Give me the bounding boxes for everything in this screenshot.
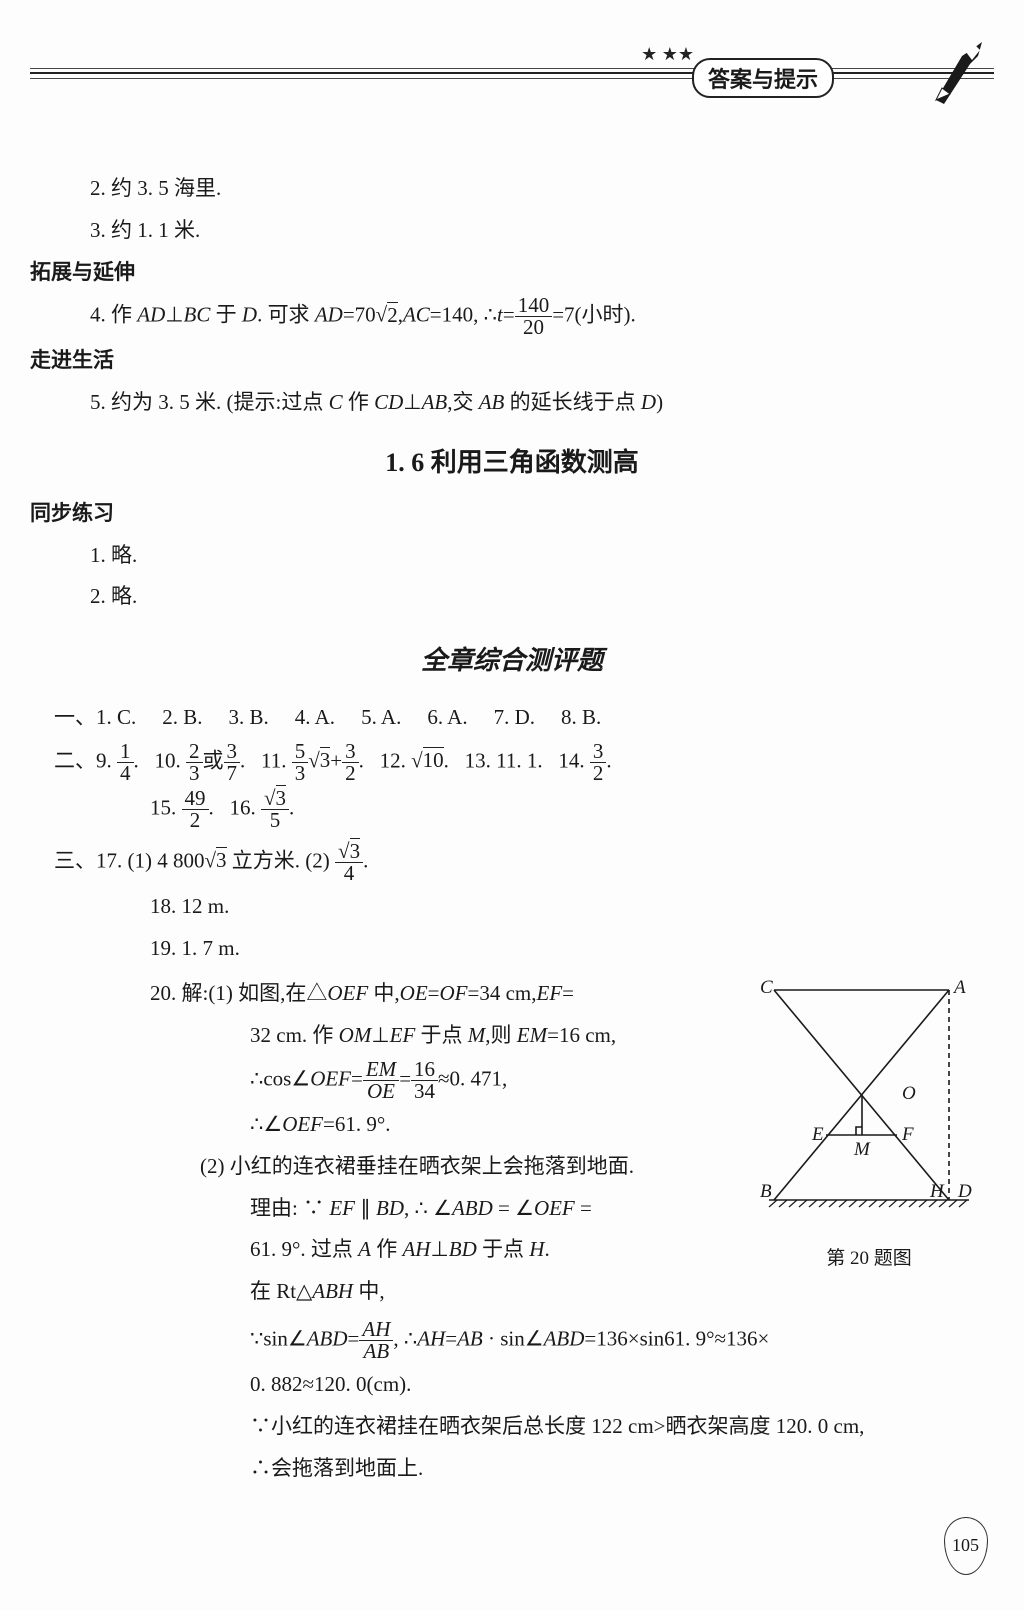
sync-1: 1. 略. (30, 537, 994, 575)
q20-l6: 理由: ∵ EF ∥ BD, ∴ ∠ABD = ∠OEF = (30, 1190, 730, 1228)
pen-icon (928, 38, 988, 113)
q20-diagram: A C O E F M B H D (754, 975, 984, 1225)
mc-4: 4. A. (295, 699, 335, 737)
svg-text:D: D (957, 1181, 972, 1202)
q20-l10: 0. 882≈120. 0(cm). (30, 1366, 994, 1404)
q20-l7: 61. 9°. 过点 A 作 AH⊥BD 于点 H. (30, 1231, 730, 1269)
mc-1: 一、1. C. (54, 699, 136, 737)
q20-l12: ∴会拖落到地面上. (30, 1450, 994, 1488)
section-life: 走进生活 (30, 342, 994, 380)
q20-l9: ∵sin∠ABD=AHAB, ∴AH=AB · sin∠ABD=136×sin6… (30, 1319, 994, 1362)
answer-4: 4. 作 AD⊥BC 于 D. 可求 AD=70√2,AC=140, ∴t=14… (30, 295, 994, 338)
header-label: 答案与提示 (692, 58, 834, 98)
q20-l4: ∴∠OEF=61. 9°. (30, 1106, 730, 1144)
svg-text:A: A (952, 977, 966, 998)
answer-2: 2. 约 3. 5 海里. (30, 170, 994, 208)
q20-l1: 20. 解:(1) 如图,在△OEF 中,OE=OF=34 cm,EF= (30, 975, 730, 1013)
svg-text:H: H (929, 1181, 945, 1202)
svg-text:E: E (811, 1124, 824, 1145)
svg-text:O: O (902, 1083, 916, 1104)
svg-text:F: F (901, 1124, 914, 1145)
mc-2: 2. B. (162, 699, 202, 737)
q17: 三、17. (1) 4 800√3 立方米. (2) √34. (30, 841, 994, 884)
mc-row: 一、1. C. 2. B. 3. B. 4. A. 5. A. 6. A. 7.… (30, 699, 994, 737)
star-icon: ★ ★★ (641, 44, 694, 65)
mc-5: 5. A. (361, 699, 401, 737)
svg-text:M: M (853, 1139, 871, 1160)
content-body: 2. 约 3. 5 海里. 3. 约 1. 1 米. 拓展与延伸 4. 作 AD… (30, 170, 994, 1487)
fill-row-2: 15. 492. 16. √35. (30, 788, 994, 831)
header-rules (30, 68, 994, 79)
q19: 19. 1. 7 m. (30, 930, 994, 968)
mc-3: 3. B. (229, 699, 269, 737)
mc-8: 8. B. (561, 699, 601, 737)
q20-l11: ∵小红的连衣裙挂在晒衣架后总长度 122 cm>晒衣架高度 120. 0 cm, (30, 1408, 994, 1446)
fill-row-1: 二、9. 14. 10. 23或37. 11. 53√3+32. 12. √10… (30, 741, 994, 784)
answer-3: 3. 约 1. 1 米. (30, 212, 994, 250)
figure-caption: 第 20 题图 (744, 1242, 994, 1276)
section-title-1-6: 1. 6 利用三角函数测高 (30, 440, 994, 487)
q20-l5: (2) 小红的连衣裙垂挂在晒衣架上会拖落到地面. (30, 1148, 730, 1186)
q20-l8: 在 Rt△ABH 中, (30, 1273, 730, 1311)
sync-2: 2. 略. (30, 578, 994, 616)
q18: 18. 12 m. (30, 888, 994, 926)
svg-text:B: B (760, 1181, 772, 1202)
mc-7: 7. D. (494, 699, 535, 737)
section-sync: 同步练习 (30, 495, 994, 533)
svg-text:C: C (760, 977, 773, 998)
q20-l3: ∴cos∠OEF=EMOE=1634≈0. 471, (30, 1059, 730, 1102)
answer-5: 5. 约为 3. 5 米. (提示:过点 C 作 CD⊥AB,交 AB 的延长线… (30, 384, 994, 422)
section-title-chapter-test: 全章综合测评题 (30, 638, 994, 685)
mc-6: 6. A. (427, 699, 467, 737)
section-extension: 拓展与延伸 (30, 254, 994, 292)
page-number: 105 (944, 1517, 988, 1575)
q20-l2: 32 cm. 作 OM⊥EF 于点 M,则 EM=16 cm, (30, 1017, 730, 1055)
page-header: ★ ★★ 答案与提示 (30, 40, 994, 120)
